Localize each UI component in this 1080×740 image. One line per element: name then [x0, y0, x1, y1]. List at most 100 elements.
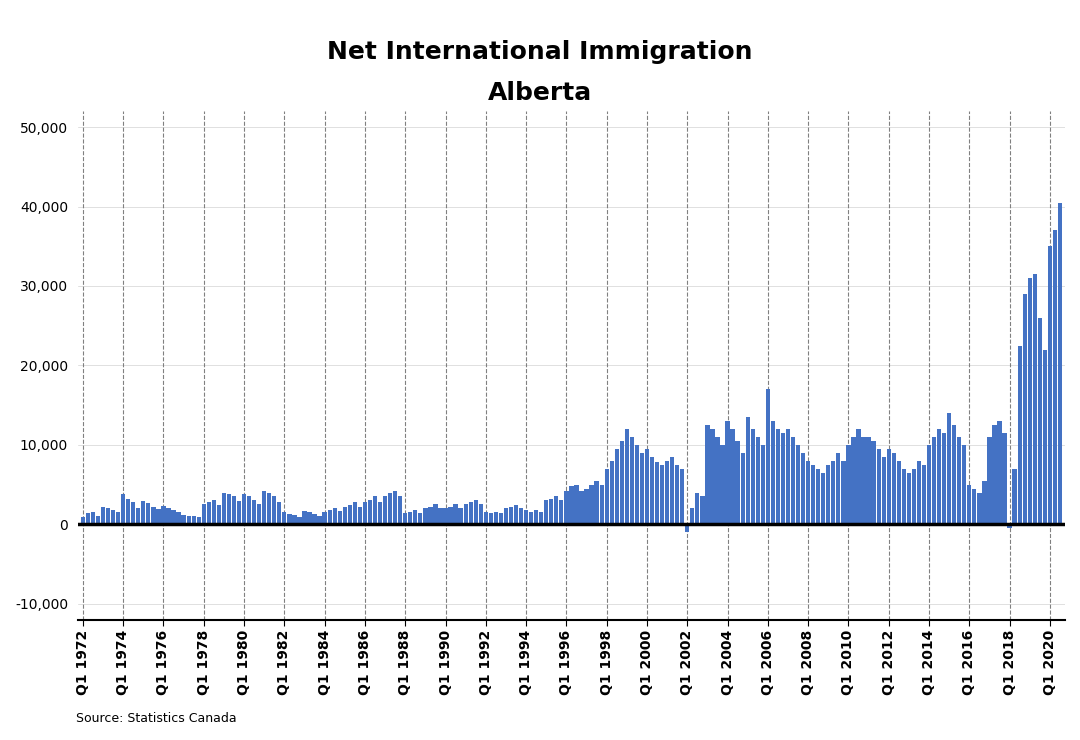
Bar [902, 468, 906, 524]
Bar [851, 437, 855, 524]
Bar [1053, 230, 1057, 524]
Bar [670, 457, 674, 524]
Bar [599, 485, 604, 524]
Bar [751, 429, 755, 524]
Text: Source: Statistics Canada: Source: Statistics Canada [76, 712, 237, 725]
Text: Net International Immigration: Net International Immigration [327, 40, 753, 64]
Bar [594, 480, 598, 524]
Bar [927, 445, 931, 524]
Bar [872, 441, 876, 524]
Bar [297, 517, 301, 524]
Bar [998, 421, 1001, 524]
Bar [514, 505, 518, 524]
Bar [841, 461, 846, 524]
Bar [821, 473, 825, 524]
Bar [675, 465, 679, 524]
Bar [650, 457, 654, 524]
Bar [937, 429, 942, 524]
Bar [318, 516, 322, 524]
Bar [993, 425, 997, 524]
Bar [730, 429, 734, 524]
Bar [786, 429, 791, 524]
Text: Alberta: Alberta [488, 81, 592, 104]
Bar [91, 511, 95, 524]
Bar [221, 493, 226, 524]
Bar [242, 494, 246, 524]
Bar [247, 496, 252, 524]
Bar [287, 514, 292, 524]
Bar [705, 425, 710, 524]
Bar [912, 468, 916, 524]
Bar [877, 449, 881, 524]
Bar [267, 493, 271, 524]
Bar [161, 506, 165, 524]
Bar [323, 511, 327, 524]
Bar [907, 473, 912, 524]
Bar [741, 453, 745, 524]
Bar [106, 508, 110, 524]
Bar [711, 429, 715, 524]
Bar [775, 429, 780, 524]
Bar [654, 462, 659, 524]
Bar [720, 445, 725, 524]
Bar [136, 508, 140, 524]
Bar [806, 461, 810, 524]
Bar [463, 504, 468, 524]
Bar [373, 497, 377, 524]
Bar [922, 465, 927, 524]
Bar [312, 514, 316, 524]
Bar [696, 493, 700, 524]
Bar [832, 461, 836, 524]
Bar [393, 491, 397, 524]
Bar [796, 445, 800, 524]
Bar [262, 491, 267, 524]
Bar [494, 511, 498, 524]
Bar [378, 502, 382, 524]
Bar [1008, 524, 1012, 528]
Bar [983, 480, 986, 524]
Bar [726, 421, 730, 524]
Bar [509, 507, 513, 524]
Bar [423, 508, 428, 524]
Bar [554, 496, 558, 524]
Bar [569, 486, 573, 524]
Bar [418, 513, 422, 524]
Bar [478, 505, 483, 524]
Bar [529, 511, 534, 524]
Bar [333, 508, 337, 524]
Bar [172, 510, 176, 524]
Bar [252, 500, 256, 524]
Bar [176, 512, 180, 524]
Bar [801, 453, 806, 524]
Bar [972, 488, 976, 524]
Bar [368, 500, 373, 524]
Bar [217, 505, 221, 524]
Bar [399, 496, 403, 524]
Bar [816, 468, 821, 524]
Bar [680, 468, 685, 524]
Bar [257, 505, 261, 524]
Bar [811, 465, 815, 524]
Bar [342, 507, 347, 524]
Bar [338, 511, 342, 524]
Bar [444, 508, 447, 524]
Bar [116, 511, 120, 524]
Bar [630, 437, 634, 524]
Bar [771, 421, 775, 524]
Bar [881, 457, 886, 524]
Bar [454, 505, 458, 524]
Bar [977, 493, 982, 524]
Bar [212, 500, 216, 524]
Bar [1032, 274, 1037, 524]
Bar [756, 437, 760, 524]
Bar [237, 501, 241, 524]
Bar [735, 441, 740, 524]
Bar [282, 512, 286, 524]
Bar [187, 517, 191, 524]
Bar [544, 500, 549, 524]
Bar [408, 511, 413, 524]
Bar [962, 445, 967, 524]
Bar [917, 461, 921, 524]
Bar [539, 511, 543, 524]
Bar [957, 437, 961, 524]
